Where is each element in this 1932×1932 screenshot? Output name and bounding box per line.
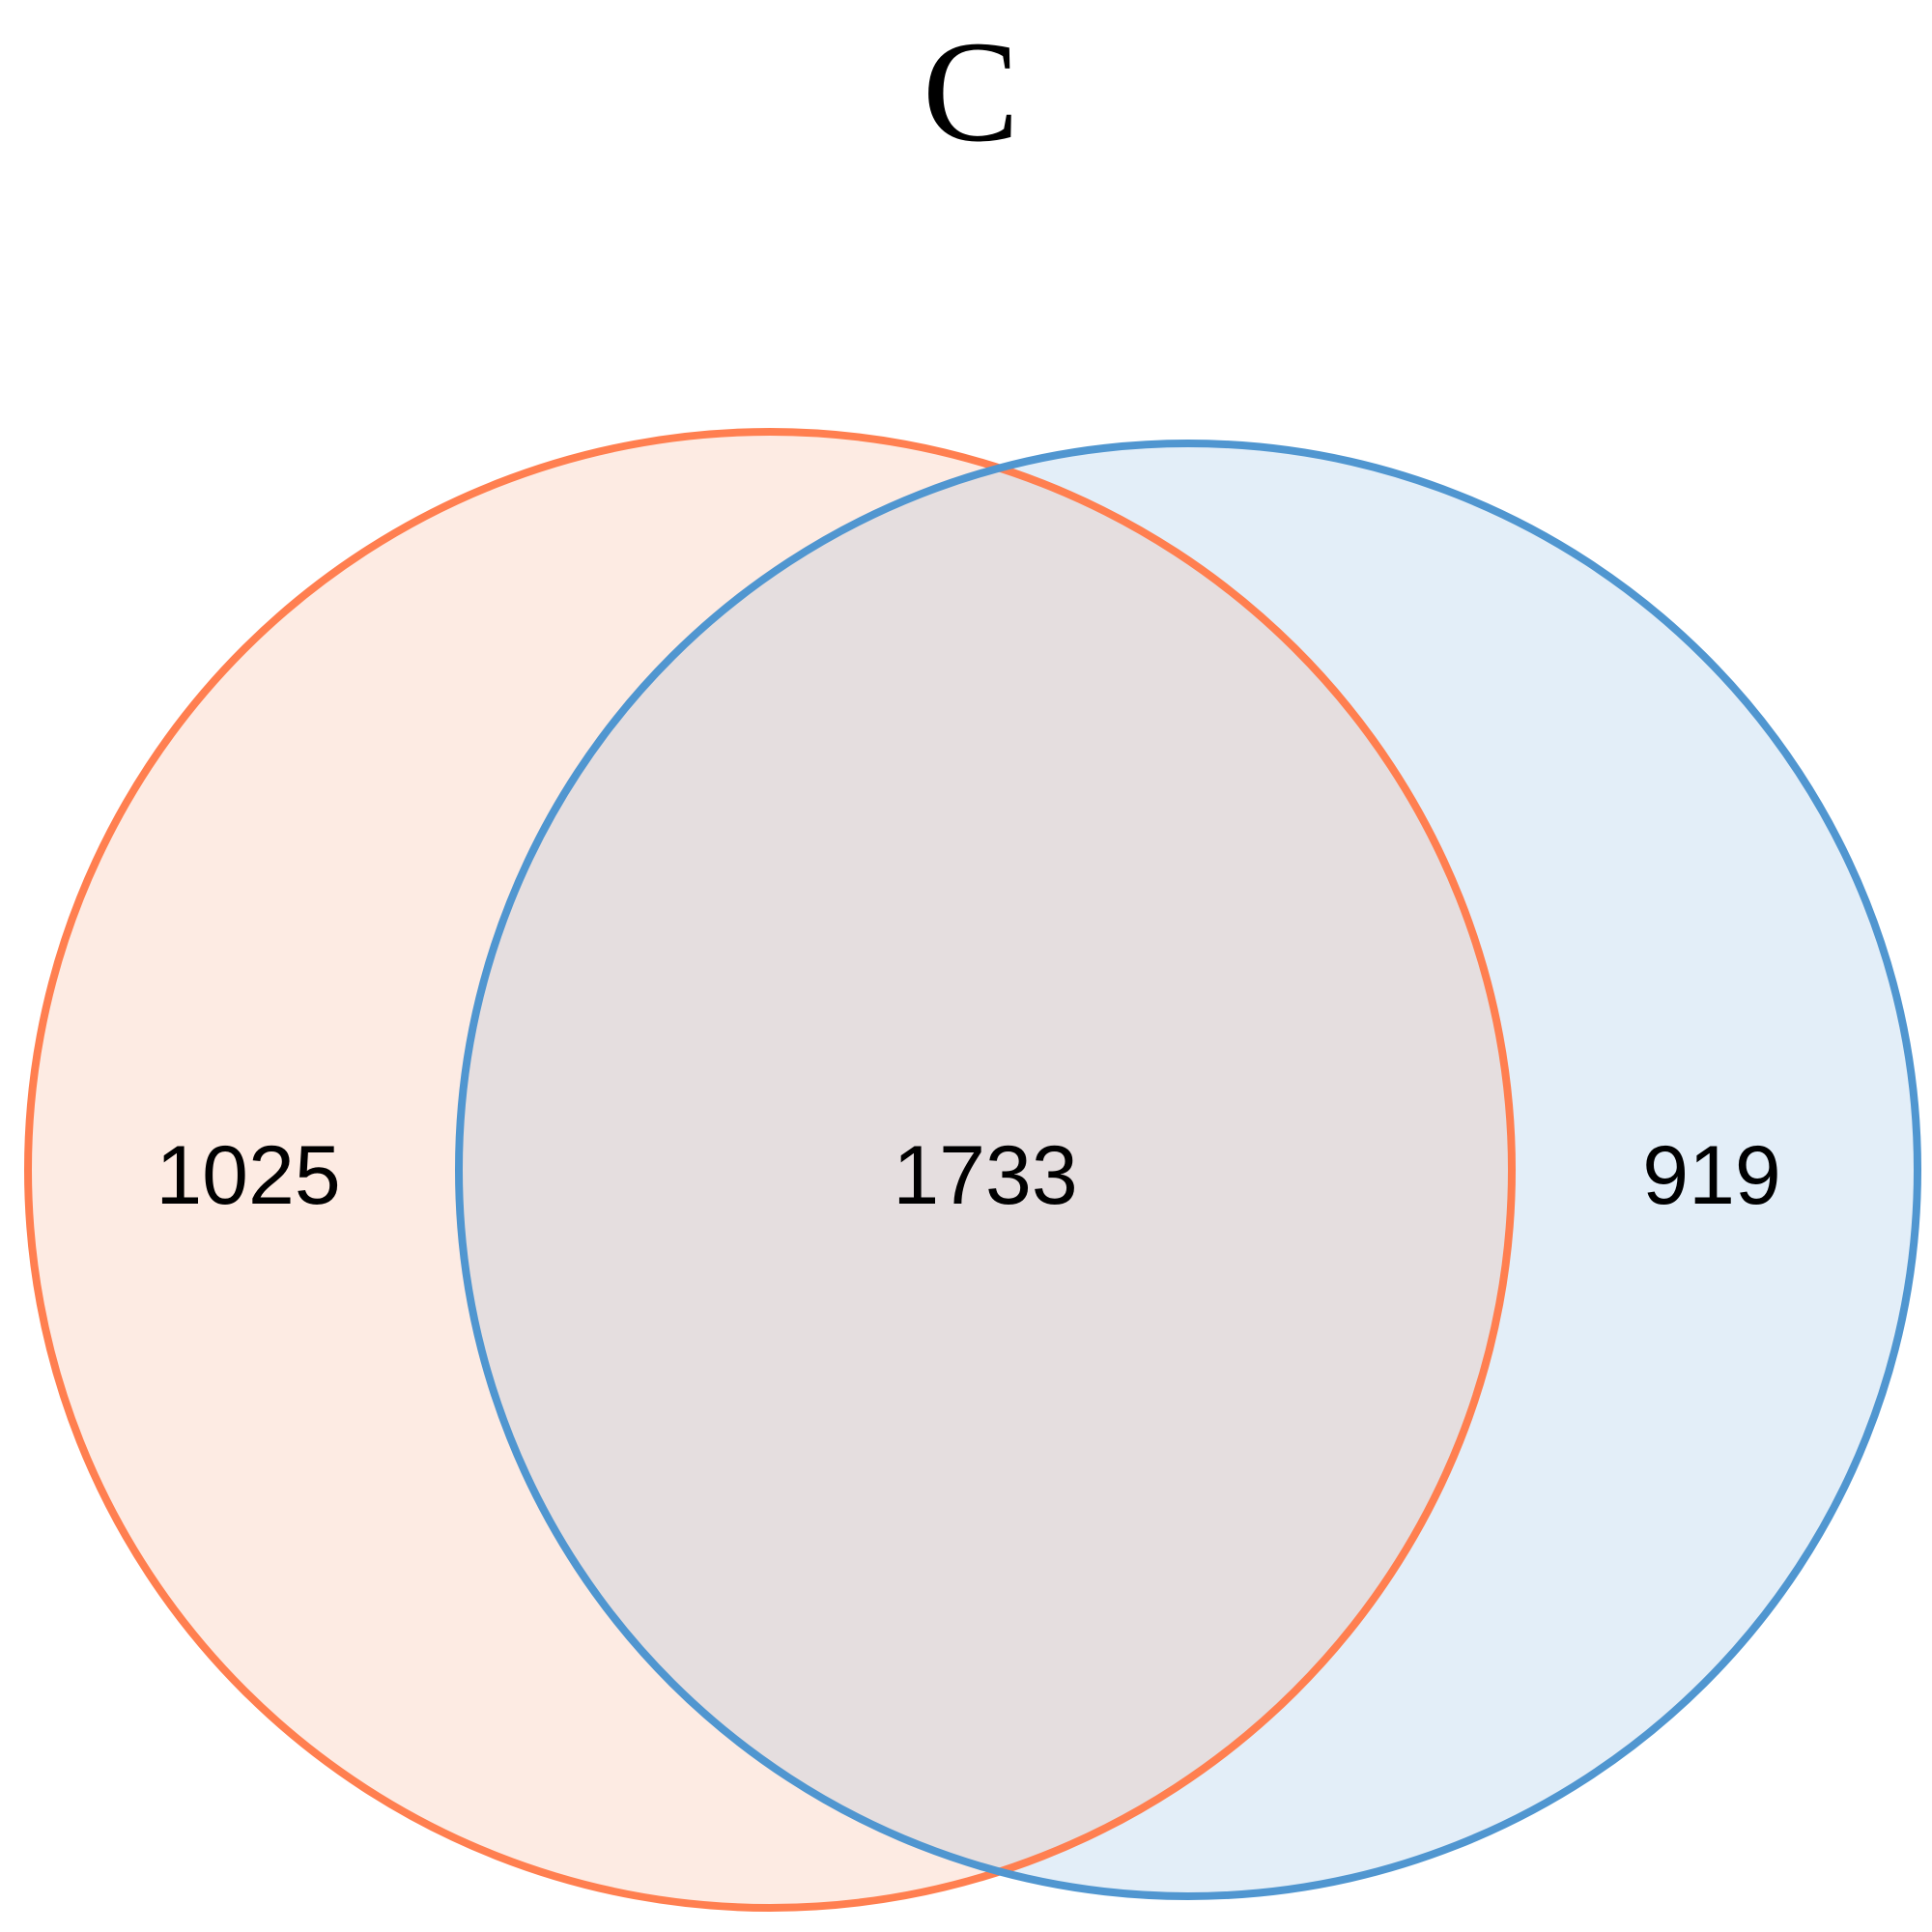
- left-only-count: 1025: [156, 1129, 340, 1222]
- intersection-count: 1733: [893, 1129, 1077, 1222]
- right-set-outline: [455, 440, 1921, 1900]
- panel-title: C: [923, 12, 1019, 172]
- intersection-fill: [459, 443, 1512, 1896]
- right-only-count: 919: [1642, 1129, 1781, 1222]
- left-set-outline: [24, 428, 1516, 1912]
